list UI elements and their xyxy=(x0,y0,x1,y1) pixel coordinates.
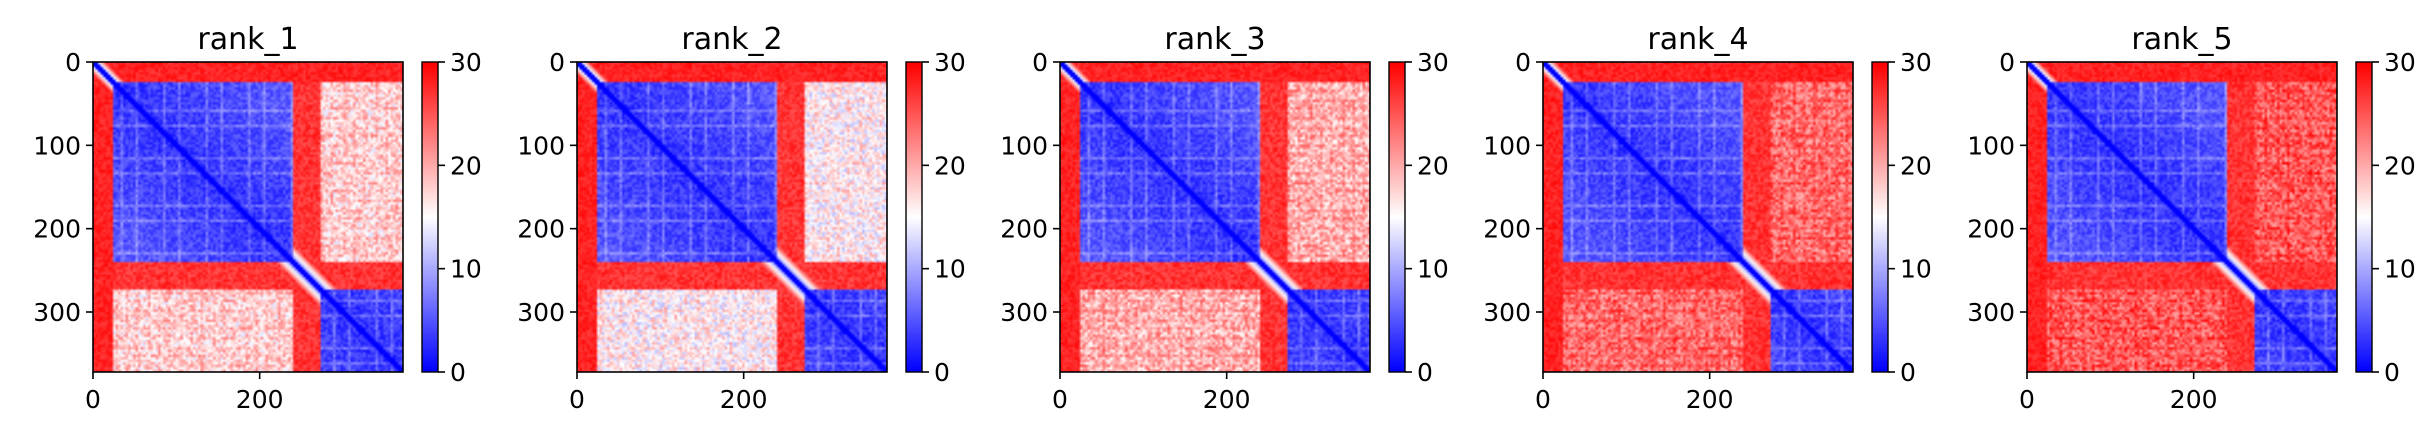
colorbar xyxy=(1872,62,1888,372)
colorbar-tick-label: 10 xyxy=(2384,255,2416,284)
heatmap-panel: rank_3 0 100 200 300 0 200 0 10 20 30 xyxy=(1000,22,1449,414)
colorbar-tick-label: 10 xyxy=(934,255,966,284)
y-tick-label: 200 xyxy=(33,215,81,244)
colorbar-tick-label: 0 xyxy=(1417,358,1433,387)
colorbar-tick-label: 20 xyxy=(1417,151,1449,180)
y-tick-label: 200 xyxy=(1000,215,1048,244)
y-tick-label: 300 xyxy=(33,298,81,327)
colorbar-tick-label: 30 xyxy=(2384,48,2416,77)
heatmap-image xyxy=(1060,62,1370,372)
y-tick-label: 200 xyxy=(1483,215,1531,244)
colorbar-tick-label: 30 xyxy=(1417,48,1449,77)
colorbar-tick-label: 20 xyxy=(1900,151,1932,180)
y-tick-label: 100 xyxy=(33,131,81,160)
x-tick-label: 200 xyxy=(2170,385,2218,414)
x-tick-label: 200 xyxy=(1203,385,1251,414)
colorbar-tick-label: 0 xyxy=(2384,358,2400,387)
heatmap-image xyxy=(577,62,887,372)
colorbar-tick-label: 10 xyxy=(1417,255,1449,284)
x-tick-label: 0 xyxy=(1535,385,1551,414)
y-tick-label: 100 xyxy=(517,131,565,160)
axes-frame xyxy=(2026,61,2338,373)
colorbar-tick-label: 30 xyxy=(450,48,482,77)
colorbar-frame xyxy=(1871,61,1889,373)
y-tick-label: 0 xyxy=(1032,48,1048,77)
y-tick-label: 200 xyxy=(1967,215,2015,244)
y-tick-label: 300 xyxy=(1000,298,1048,327)
panel-title: rank_1 xyxy=(197,22,298,57)
y-tick-label: 100 xyxy=(1000,131,1048,160)
panel-title: rank_3 xyxy=(1164,22,1265,57)
colorbar-tick-label: 10 xyxy=(450,255,482,284)
y-tick-label: 100 xyxy=(1483,131,1531,160)
axes-frame xyxy=(1542,61,1854,373)
x-tick-label: 0 xyxy=(2019,385,2035,414)
colorbar-frame xyxy=(421,61,439,373)
heatmap-panel: rank_4 0 100 200 300 0 200 0 10 20 30 xyxy=(1483,22,1932,414)
colorbar xyxy=(906,62,922,372)
heatmap-panel: rank_5 0 100 200 300 0 200 0 10 20 30 xyxy=(1967,22,2416,414)
x-tick-label: 200 xyxy=(1686,385,1734,414)
colorbar xyxy=(422,62,438,372)
y-tick-label: 300 xyxy=(1483,298,1531,327)
y-tick-label: 0 xyxy=(1999,48,2015,77)
y-tick-label: 0 xyxy=(1515,48,1531,77)
colorbar-tick-label: 0 xyxy=(450,358,466,387)
axes-frame xyxy=(1059,61,1371,373)
colorbar-frame xyxy=(2355,61,2373,373)
x-tick-label: 0 xyxy=(569,385,585,414)
heatmap-panel: rank_2 0 100 200 300 0 200 0 10 20 30 xyxy=(517,22,966,414)
y-tick-label: 200 xyxy=(517,215,565,244)
panel-title: rank_4 xyxy=(1647,22,1748,57)
colorbar-tick-label: 30 xyxy=(934,48,966,77)
colorbar-tick-label: 0 xyxy=(1900,358,1916,387)
colorbar-tick-label: 10 xyxy=(1900,255,1932,284)
x-tick-label: 0 xyxy=(85,385,101,414)
colorbar-frame xyxy=(905,61,923,373)
y-tick-label: 0 xyxy=(549,48,565,77)
colorbar-tick-label: 20 xyxy=(450,151,482,180)
colorbar xyxy=(1389,62,1405,372)
colorbar-frame xyxy=(1388,61,1406,373)
colorbar-tick-label: 20 xyxy=(2384,151,2416,180)
x-tick-label: 0 xyxy=(1052,385,1068,414)
x-tick-label: 200 xyxy=(720,385,768,414)
axes-frame xyxy=(576,61,888,373)
x-tick-label: 200 xyxy=(236,385,284,414)
panel-title: rank_5 xyxy=(2131,22,2232,57)
colorbar-tick-label: 20 xyxy=(934,151,966,180)
y-tick-label: 300 xyxy=(517,298,565,327)
heatmap-panel: rank_1 0 100 200 300 0 200 0 10 20 30 xyxy=(33,22,482,414)
y-tick-label: 100 xyxy=(1967,131,2015,160)
colorbar-tick-label: 0 xyxy=(934,358,950,387)
heatmap-image xyxy=(2027,62,2337,372)
y-tick-label: 300 xyxy=(1967,298,2015,327)
heatmap-image xyxy=(1543,62,1853,372)
y-tick-label: 0 xyxy=(65,48,81,77)
axes-frame xyxy=(92,61,404,373)
heatmap-image xyxy=(93,62,403,372)
colorbar xyxy=(2356,62,2372,372)
panel-title: rank_2 xyxy=(681,22,782,57)
colorbar-tick-label: 30 xyxy=(1900,48,1932,77)
